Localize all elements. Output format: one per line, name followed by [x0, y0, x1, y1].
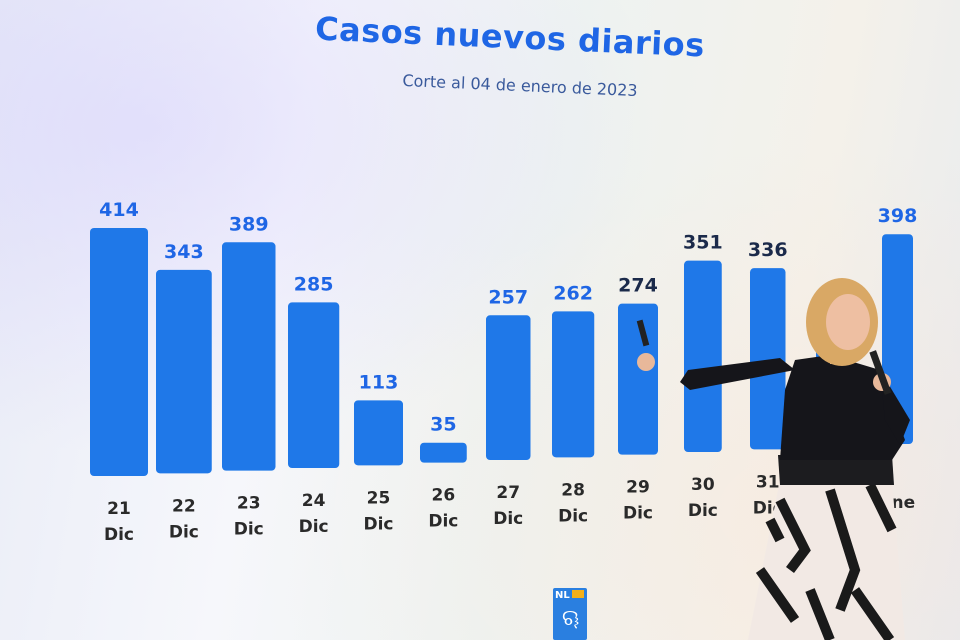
- bar-1: [156, 269, 212, 474]
- bar-2: [222, 242, 276, 471]
- value-label-3: 285: [294, 273, 334, 295]
- tick-label-day-7: 28: [561, 480, 585, 500]
- tick-label-month-1: Dic: [169, 522, 199, 542]
- tick-label-month-2: Dic: [234, 520, 264, 540]
- logo-text: NL: [555, 590, 570, 601]
- tick-label-month-4: Dic: [363, 514, 393, 534]
- value-label-0: 414: [99, 199, 139, 221]
- value-label-1: 343: [164, 241, 204, 263]
- tick-label-day-10: 31: [756, 472, 780, 492]
- tick-label-day-0: 21: [107, 499, 131, 519]
- bar-0: [90, 228, 148, 476]
- tick-label-day-1: 22: [172, 496, 196, 516]
- crown-icon: [572, 590, 584, 598]
- tick-label-day-9: 30: [691, 475, 715, 495]
- value-label-6: 257: [488, 286, 528, 308]
- tick-label-month-9: Dic: [688, 501, 718, 521]
- tick-label-day-4: 25: [367, 488, 391, 508]
- value-label-12: 398: [878, 205, 918, 227]
- tick-label-month-8: Dic: [623, 504, 653, 524]
- tick-label-month-7: Dic: [558, 506, 588, 526]
- value-label-2: 389: [229, 213, 269, 235]
- value-label-7: 262: [553, 282, 593, 304]
- bar-7: [552, 311, 595, 458]
- tick-label-month-0: Dic: [104, 525, 134, 545]
- value-label-9: 351: [683, 232, 723, 254]
- bar-4: [354, 400, 403, 466]
- presenter-figure: [636, 278, 910, 640]
- value-label-4: 113: [359, 371, 399, 393]
- tick-label-day-8: 29: [626, 478, 650, 498]
- tick-label-day-6: 27: [496, 483, 520, 503]
- nl-logo: NL ୠ: [553, 588, 587, 640]
- bar-5: [420, 442, 467, 463]
- bar-10: [750, 268, 786, 450]
- tick-label-month-5: Dic: [428, 512, 458, 532]
- bar-3: [288, 302, 340, 468]
- value-label-5: 35: [430, 414, 456, 436]
- value-label-8: 274: [618, 275, 658, 297]
- tick-label-month-6: Dic: [493, 509, 523, 529]
- bar-9: [684, 260, 722, 452]
- tick-label-day-5: 26: [432, 486, 456, 506]
- bar-6: [486, 315, 531, 460]
- tick-label-day-2: 23: [237, 494, 261, 514]
- tick-label-day-3: 24: [302, 491, 326, 511]
- value-label-10: 336: [748, 239, 788, 261]
- emblem-icon: ୠ: [562, 606, 580, 631]
- tick-label-month-3: Dic: [299, 517, 329, 537]
